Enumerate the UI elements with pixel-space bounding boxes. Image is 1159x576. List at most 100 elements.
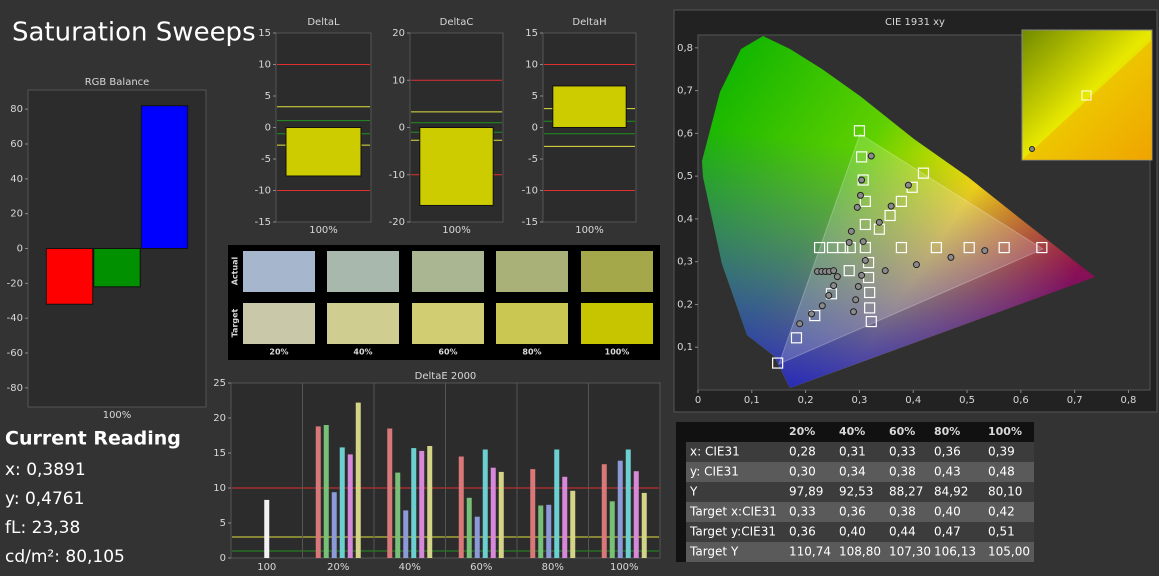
bar: [411, 448, 417, 558]
actual-point: [875, 218, 883, 226]
reading-line: y: 0,4761: [5, 489, 84, 509]
bar: [490, 467, 496, 558]
actual-point: [808, 310, 816, 318]
target-point: [895, 195, 908, 207]
table-row-gutter: [676, 462, 686, 482]
swatch-label: 20%: [269, 348, 288, 357]
y-tick-label: 15: [258, 28, 271, 39]
chart-title: DeltaL: [307, 17, 340, 28]
x-tick-label: 40%: [399, 562, 421, 573]
reading-line: fL: 23,38: [5, 518, 80, 538]
actual-point: [845, 238, 853, 246]
actual-point: [858, 176, 866, 184]
target-point: [865, 315, 877, 328]
bar: [331, 492, 337, 558]
table-row-gutter: [676, 442, 686, 462]
y-tick-label: 0,2: [677, 299, 693, 310]
bar: [93, 248, 141, 288]
actual-point: [847, 227, 855, 235]
bar: [641, 492, 647, 558]
y-tick-label: -10: [255, 186, 271, 197]
swatch-row-label: Target: [231, 308, 240, 337]
y-tick-label: 10: [392, 75, 405, 86]
x-tick-label: 80%: [542, 562, 564, 573]
y-tick-label: 0: [265, 123, 271, 134]
table-cell: 92,53: [839, 485, 873, 499]
bar: [633, 471, 639, 558]
target-point: [855, 151, 868, 163]
chart-title: DeltaH: [572, 17, 606, 28]
y-tick-label: 20: [392, 28, 405, 39]
table-cell: 110,74: [789, 545, 831, 559]
chart-title: DeltaC: [440, 17, 474, 28]
x-tick-label: 100%: [309, 225, 338, 236]
table-cell: 106,13: [934, 545, 976, 559]
bar: [601, 464, 607, 558]
table-row-gutter: [676, 542, 686, 562]
y-tick-label: -15: [255, 217, 271, 228]
bar: [609, 501, 615, 558]
x-tick-label: 0,3: [851, 395, 867, 406]
x-tick-label: 0,2: [798, 395, 814, 406]
table-row-bg: [686, 522, 1034, 542]
swatch-row-label: Actual: [231, 256, 240, 285]
bar: [419, 450, 425, 558]
table-header: 20%: [789, 425, 815, 438]
table-header-bg: [676, 422, 1034, 442]
bar: [264, 499, 270, 558]
table-cell: 0,34: [839, 465, 866, 479]
table-cell: 0,47: [934, 525, 961, 539]
spectral-locus-shade: [702, 36, 1095, 388]
table-row-label: Target y:CIE31: [689, 525, 776, 539]
bar: [617, 460, 623, 558]
table-header: 100%: [988, 425, 1022, 438]
target-point: [814, 241, 826, 254]
swatch-label: 40%: [353, 348, 372, 357]
table-cell: 88,27: [889, 485, 923, 499]
x-tick-label: 0,6: [1013, 395, 1029, 406]
target-point: [790, 332, 803, 344]
table-cell: 0,36: [839, 505, 866, 519]
y-tick-label: 0,7: [677, 86, 693, 97]
table-row-bg: [686, 442, 1034, 462]
table-cell: 0,42: [988, 505, 1015, 519]
actual-point: [830, 267, 838, 275]
bar: [395, 472, 401, 558]
table-cell: 0,40: [934, 505, 961, 519]
table-cell: 0,44: [889, 525, 916, 539]
table-row-bg: [686, 462, 1034, 482]
actual-point: [833, 273, 841, 281]
actual-point: [887, 202, 895, 210]
y-tick-label: 10: [213, 483, 226, 494]
target-point: [930, 241, 942, 254]
bar: [546, 504, 552, 558]
y-tick-label: 20: [213, 413, 226, 424]
reading-title: Current Reading: [5, 428, 181, 450]
y-tick-label: 20: [10, 209, 23, 220]
x-tick-label: 0,7: [1067, 395, 1083, 406]
actual-point: [854, 282, 862, 290]
table-row-gutter: [676, 502, 686, 522]
bar: [482, 449, 488, 558]
bar: [530, 469, 536, 558]
actual-point: [852, 296, 860, 304]
y-tick-label: 15: [213, 448, 226, 459]
target-point: [963, 241, 975, 254]
table-row-label: Target Y: [689, 545, 739, 559]
target-point: [884, 209, 896, 222]
y-tick-label: 80: [10, 104, 23, 115]
y-tick-label: -20: [7, 278, 23, 289]
y-tick-label: 0,4: [677, 214, 693, 225]
swatch-label: 80%: [522, 348, 541, 357]
bar: [552, 85, 627, 128]
y-tick-label: -20: [389, 217, 405, 228]
bar: [474, 516, 480, 558]
actual-point: [881, 267, 889, 275]
bar: [285, 127, 362, 177]
table-cell: 97,89: [789, 485, 823, 499]
table-cell: 107,30: [889, 545, 931, 559]
y-tick-label: 0,5: [677, 171, 693, 182]
table-cell: 0,38: [889, 465, 916, 479]
y-tick-label: 40: [10, 174, 23, 185]
